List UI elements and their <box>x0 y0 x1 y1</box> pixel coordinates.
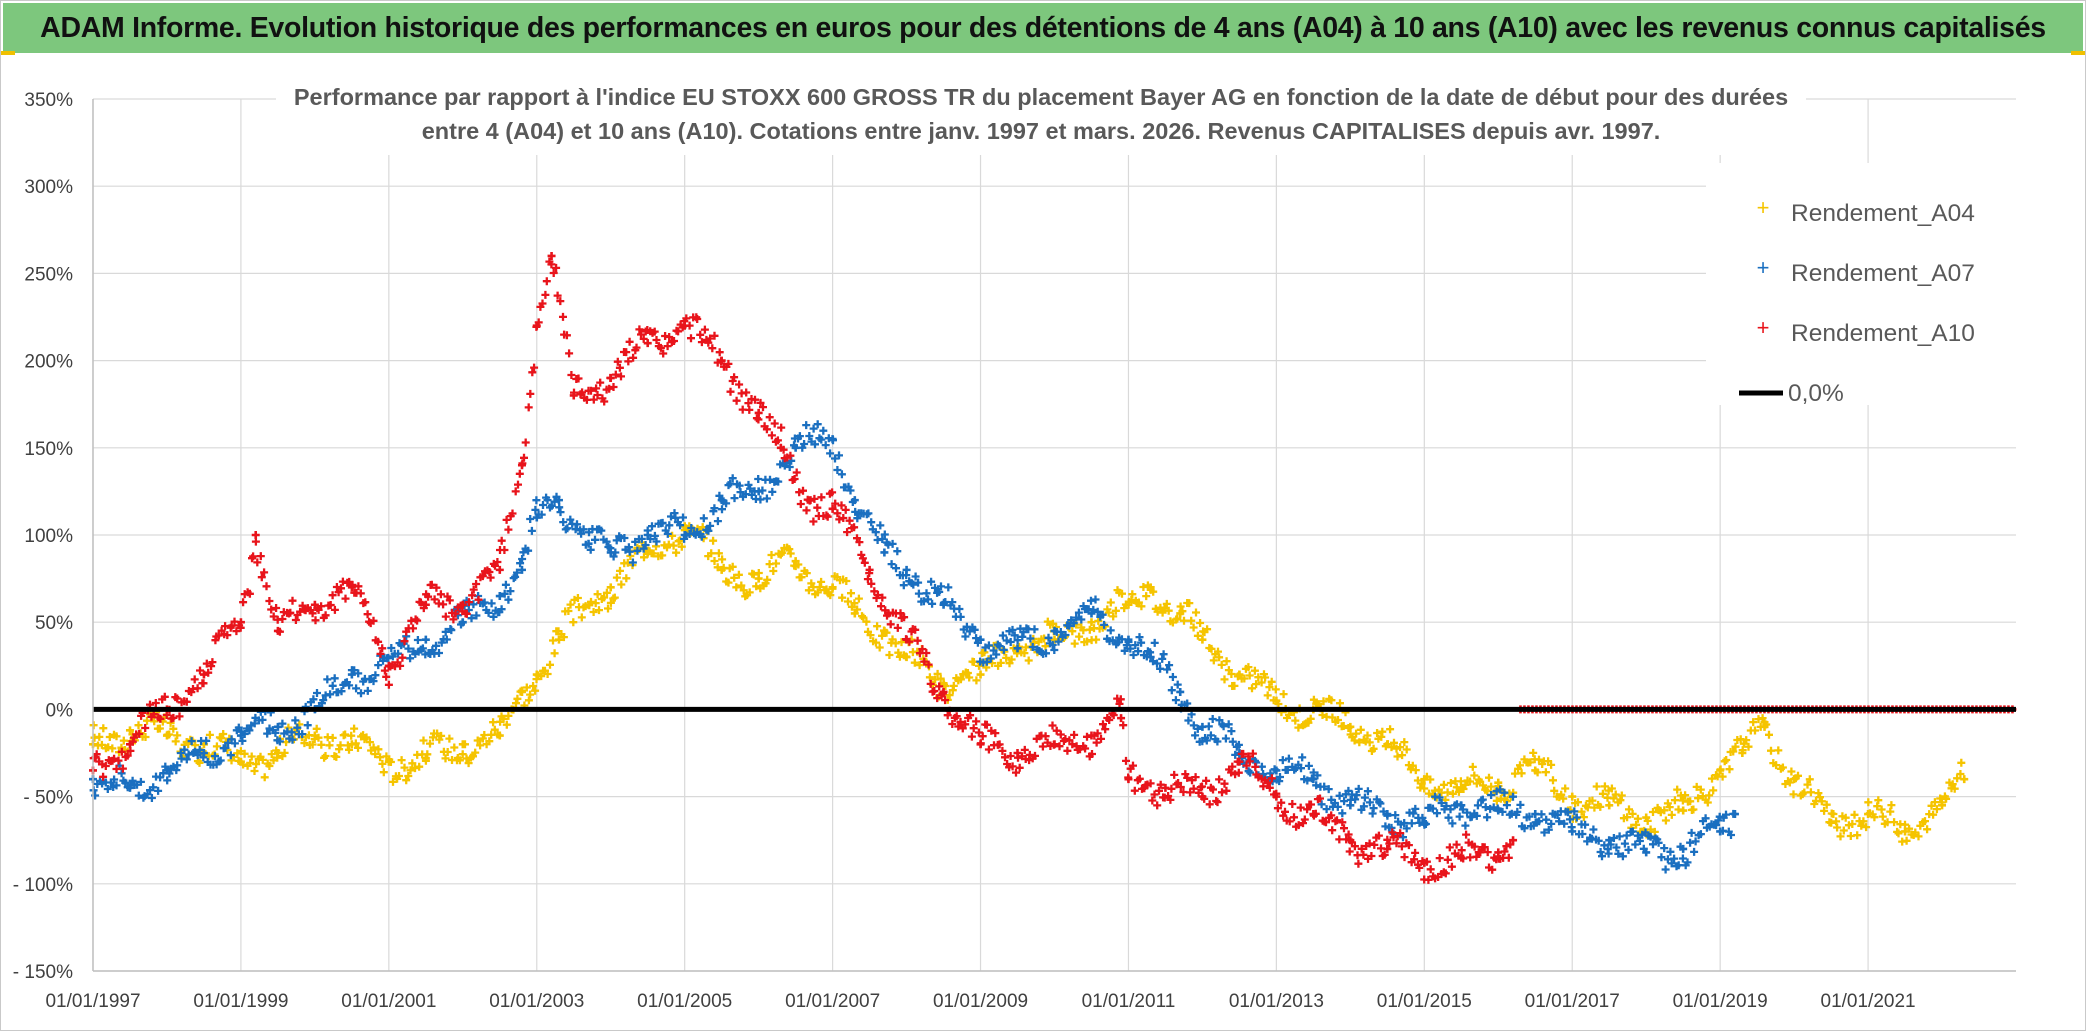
y-tick-label: - 100% <box>13 875 73 896</box>
legend-label-a07: Rendement_A07 <box>1791 260 1975 287</box>
x-tick-label: 01/01/2009 <box>933 991 1028 1012</box>
data-point <box>643 339 652 348</box>
y-tick-label: 200% <box>24 352 73 373</box>
chart-title-bg <box>276 75 1806 155</box>
data-point <box>495 592 504 601</box>
data-point <box>1176 687 1185 696</box>
data-point <box>1198 635 1207 644</box>
data-point <box>976 670 985 679</box>
y-tick-label: - 50% <box>23 788 73 809</box>
x-tick-label: 01/01/2019 <box>1673 991 1768 1012</box>
x-axis-labels: 01/01/1997 01/01/1999 01/01/2001 01/01/2003… <box>45 991 1915 1012</box>
data-point <box>1960 775 1969 784</box>
data-point <box>1013 644 1022 653</box>
x-tick-label: 01/01/2017 <box>1525 991 1620 1012</box>
x-tick-label: 01/01/2015 <box>1377 991 1472 1012</box>
corner-mark-left <box>1 51 15 55</box>
series-rendement-a10 <box>89 251 1518 884</box>
x-tick-label: 01/01/1997 <box>45 991 140 1012</box>
data-point <box>1509 836 1518 845</box>
data-point <box>273 722 282 731</box>
y-tick-label: 300% <box>24 177 73 198</box>
x-tick-label: 01/01/2003 <box>489 991 584 1012</box>
data-point <box>606 583 615 592</box>
legend: + Rendement_A04 + Rendement_A07 + Rendem… <box>1706 163 2016 407</box>
y-tick-label: 150% <box>24 439 73 460</box>
x-tick-label: 01/01/2007 <box>785 991 880 1012</box>
chart-title-line1: Performance par rapport à l'indice EU ST… <box>294 84 1788 110</box>
marker-cloud <box>89 420 1738 874</box>
data-point <box>125 726 134 735</box>
y-tick-label: 0% <box>46 700 74 721</box>
y-axis-labels: 350% 300% 250% 200% 150% 100% 50% 0% - 50% - 100%… <box>13 90 73 983</box>
series <box>89 251 2017 884</box>
data-point <box>517 565 526 574</box>
x-tick-label: 01/01/2021 <box>1821 991 1916 1012</box>
data-point <box>828 504 837 513</box>
data-point <box>1117 714 1126 723</box>
corner-mark-right <box>2071 51 2085 55</box>
data-point <box>1901 827 1910 836</box>
data-point <box>1605 836 1614 845</box>
legend-marker-a10: + <box>1757 315 1770 340</box>
x-tick-label: 01/01/2001 <box>341 991 436 1012</box>
y-tick-label: 100% <box>24 526 73 547</box>
performance-chart: 350% 300% 250% 200% 150% 100% 50% 0% - 50% - 100%… <box>13 75 2017 1012</box>
data-point <box>1087 618 1096 627</box>
legend-label-a10: Rendement_A10 <box>1791 320 1975 347</box>
chart-title-line2: entre 4 (A04) et 10 ans (A10). Cotations… <box>422 118 1661 144</box>
x-tick-label: 01/01/2011 <box>1082 991 1176 1012</box>
x-tick-label: 01/01/2013 <box>1229 991 1324 1012</box>
y-tick-label: 350% <box>24 90 73 111</box>
page-title: ADAM Informe. Evolution historique des p… <box>40 12 2046 44</box>
data-point <box>421 635 430 644</box>
axes <box>92 99 2016 972</box>
data-point <box>547 251 556 260</box>
legend-marker-a04: + <box>1757 195 1770 220</box>
data-point <box>199 670 208 679</box>
series-rendement-a07 <box>89 420 1739 874</box>
legend-label-zero: 0,0% <box>1788 380 1844 407</box>
legend-box <box>1706 163 2016 405</box>
y-tick-label: 50% <box>35 613 73 634</box>
data-point <box>1568 792 1577 801</box>
legend-label-a04: Rendement_A04 <box>1791 200 1975 227</box>
header-banner: ADAM Informe. Evolution historique des p… <box>3 3 2083 53</box>
y-tick-label: - 150% <box>13 962 73 983</box>
x-tick-label: 01/01/1999 <box>193 991 288 1012</box>
legend-marker-a07: + <box>1757 255 1770 280</box>
y-tick-label: 250% <box>24 264 73 285</box>
data-point <box>880 548 889 557</box>
data-point <box>1605 801 1614 810</box>
data-point <box>495 565 504 574</box>
x-tick-label: 01/01/2005 <box>637 991 732 1012</box>
